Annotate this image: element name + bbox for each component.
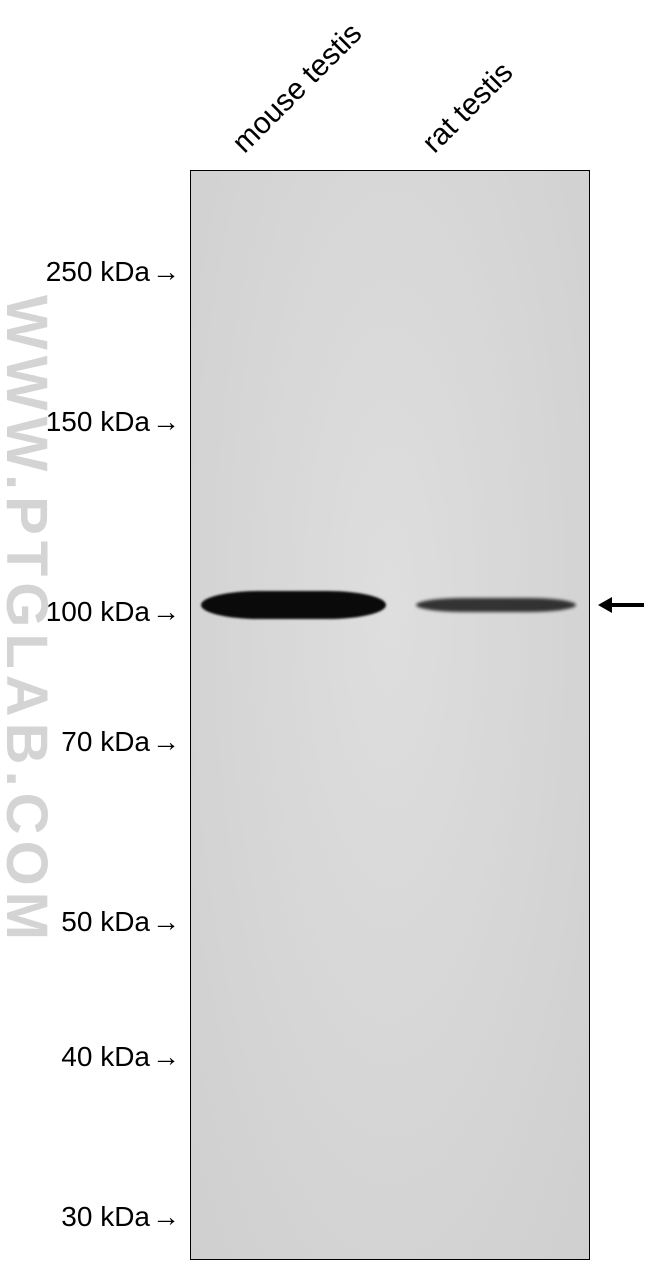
band-lane1 — [201, 591, 386, 619]
mw-arrow-icon: → — [152, 1041, 180, 1073]
blot-background — [191, 171, 589, 1259]
mw-arrow-icon: → — [152, 406, 180, 438]
mw-arrow-icon: → — [152, 1201, 180, 1233]
mw-label-40: 40 kDa — [20, 1041, 150, 1073]
lane-labels-group: mouse testis rat testis — [190, 0, 590, 170]
mw-label-250: 250 kDa — [20, 256, 150, 288]
mw-arrow-icon: → — [152, 256, 180, 288]
watermark-text: WWW.PTGLAB.COM — [0, 295, 60, 946]
arrow-left-icon — [598, 592, 644, 618]
lane-label-2: rat testis — [416, 56, 520, 160]
mw-arrow-icon: → — [152, 596, 180, 628]
figure-container: mouse testis rat testis 250 kDa → 150 kD… — [0, 0, 650, 1276]
band-lane2 — [416, 598, 576, 612]
mw-arrow-icon: → — [152, 726, 180, 758]
mw-label-30: 30 kDa — [20, 1201, 150, 1233]
mw-arrow-icon: → — [152, 906, 180, 938]
blot-membrane — [190, 170, 590, 1260]
lane-label-1: mouse testis — [226, 17, 369, 160]
target-band-arrow-icon — [598, 585, 644, 627]
